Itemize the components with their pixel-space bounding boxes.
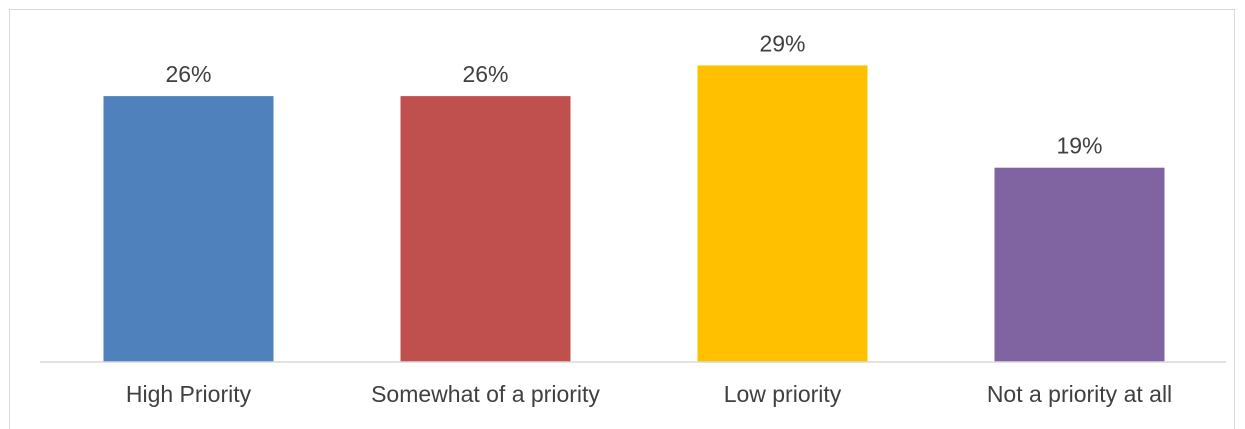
- bar-not-a-priority-at-all: [994, 167, 1165, 362]
- bar-low-priority: [697, 65, 868, 363]
- value-label: 29%: [759, 30, 805, 56]
- bar-high-priority: [103, 96, 274, 362]
- value-label: 19%: [1056, 133, 1102, 159]
- bars-group: [103, 65, 1165, 363]
- value-labels-group: 26% 26% 29% 19%: [165, 30, 1102, 158]
- bar-chart: 26% 26% 29% 19% High Priority Somewhat of a …: [40, 30, 1226, 407]
- value-label: 26%: [462, 61, 508, 87]
- category-label: Not a priority at all: [987, 381, 1172, 407]
- bar-somewhat-of-a-priority: [400, 96, 571, 362]
- category-label: High Priority: [126, 381, 252, 407]
- category-label: Somewhat of a priority: [371, 381, 600, 407]
- value-label: 26%: [165, 61, 211, 87]
- category-label: Low priority: [724, 381, 842, 407]
- category-labels-group: High Priority Somewhat of a priority Low p…: [126, 381, 1172, 407]
